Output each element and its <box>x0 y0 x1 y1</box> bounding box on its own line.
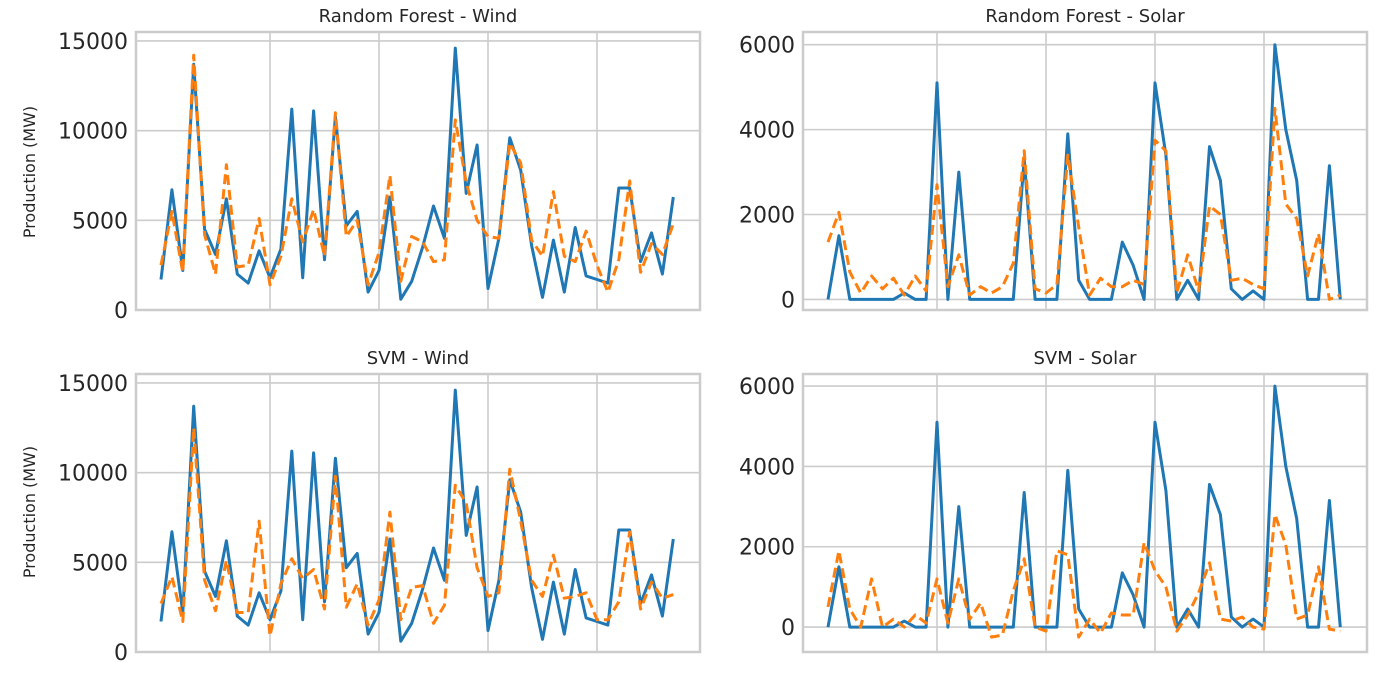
series-line-actual <box>159 46 675 301</box>
panel-svm-solar: SVM - Solar 0 2000 4000 6000 <box>739 348 1369 654</box>
gridlines <box>136 374 700 653</box>
series-line-actual <box>826 43 1342 301</box>
panel-title: Random Forest - Wind <box>319 6 518 27</box>
y-tick-label: 15000 <box>58 372 128 397</box>
y-tick-label: 4000 <box>739 119 795 144</box>
y-axis-label: Production (MW) <box>20 446 39 578</box>
panel-title: SVM - Solar <box>1033 348 1137 369</box>
plot-frame <box>134 30 702 312</box>
panel-svm-wind: SVM - Wind Production (MW) 0 5000 10000 150… <box>20 348 702 666</box>
y-tick-label: 2000 <box>739 536 795 561</box>
y-tick-label: 6000 <box>739 375 795 400</box>
y-tick-label: 10000 <box>58 462 128 487</box>
series-line-actual <box>159 388 675 643</box>
series-line-predicted <box>159 53 675 294</box>
y-tick-label: 0 <box>781 616 795 641</box>
panel-random-forest-wind: Random Forest - Wind Production (MW) 0 50… <box>20 6 702 324</box>
series-line-actual <box>826 384 1342 629</box>
y-tick-label: 5000 <box>72 209 128 234</box>
y-tick-label: 2000 <box>739 204 795 229</box>
plot-frame <box>801 372 1369 654</box>
panel-title: Random Forest - Solar <box>985 6 1185 27</box>
panel-title: SVM - Wind <box>367 348 469 369</box>
plot-frame <box>134 372 702 654</box>
gridlines <box>803 374 1367 652</box>
y-tick-label: 0 <box>114 299 128 324</box>
y-axis-label: Production (MW) <box>20 106 39 238</box>
y-tick-label: 15000 <box>58 30 128 55</box>
y-tick-label: 5000 <box>72 551 128 576</box>
y-tick-label: 6000 <box>739 34 795 59</box>
plot-frame <box>801 30 1369 312</box>
y-tick-label: 0 <box>781 288 795 313</box>
series-line-predicted <box>159 426 674 638</box>
y-tick-label: 10000 <box>58 120 128 145</box>
y-tick-label: 4000 <box>739 455 795 480</box>
series-line-predicted <box>826 513 1341 639</box>
y-tick-label: 0 <box>114 641 128 666</box>
panel-random-forest-solar: Random Forest - Solar 0 2000 4000 6000 <box>739 6 1369 313</box>
